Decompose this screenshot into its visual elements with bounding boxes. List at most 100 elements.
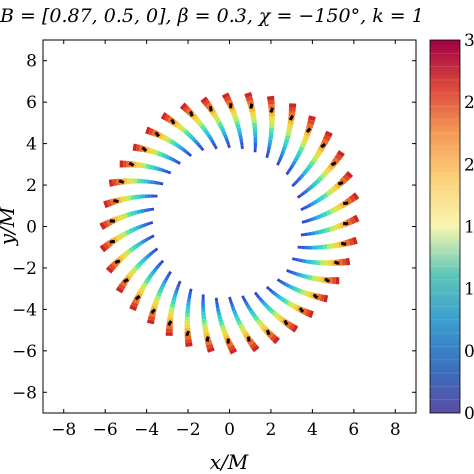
ray-segment xyxy=(352,236,358,245)
ray-segment xyxy=(286,127,293,133)
ray-segment xyxy=(309,160,316,167)
ray-segment xyxy=(306,123,314,130)
ray-segment xyxy=(142,222,147,228)
ray-segment xyxy=(131,244,138,251)
ray-segment xyxy=(294,179,300,185)
y-tick-label: −6 xyxy=(12,342,37,362)
ray-segment xyxy=(253,291,259,296)
ray-segment xyxy=(205,343,214,350)
ray-segment xyxy=(152,165,157,171)
ray-segment xyxy=(156,181,161,185)
ray-segment xyxy=(284,134,291,141)
ray-segment xyxy=(305,186,312,193)
ray-segment xyxy=(147,315,156,321)
ray-segment xyxy=(236,319,243,326)
plot-area: −8 −6 −4 −2 0 2 4 6 8 −8 −6 −4 −2 0 2 4 6 8 xyxy=(12,39,417,440)
ray-segment xyxy=(222,331,229,338)
ray-segment xyxy=(308,115,316,122)
ray-segment xyxy=(159,259,165,265)
ray-segment xyxy=(302,189,309,195)
ray-segment xyxy=(293,156,299,163)
ray-segment xyxy=(266,150,271,155)
ray-segment xyxy=(186,298,191,303)
ray-segment xyxy=(137,240,143,247)
ray-segment xyxy=(266,146,271,151)
ray-marker xyxy=(337,181,344,186)
ray-segment xyxy=(255,294,261,299)
ray-segment xyxy=(230,109,237,116)
ray-segment xyxy=(313,153,321,160)
ray-segment xyxy=(162,279,168,285)
colorbar-tick-label: 0 xyxy=(464,342,474,362)
ray-segment xyxy=(286,269,291,273)
ray-2 xyxy=(296,150,345,199)
ray-segment xyxy=(247,307,253,313)
ray-marker xyxy=(154,131,161,138)
ray-marker xyxy=(324,277,330,283)
colorbar-tick-label: 2 xyxy=(464,155,474,175)
ray-32 xyxy=(286,269,340,285)
ray-segment xyxy=(220,328,228,334)
ray-segment xyxy=(313,199,319,205)
ray-segment xyxy=(317,145,325,153)
ray-segment xyxy=(292,271,297,276)
ray-segment xyxy=(192,115,200,123)
ray-segment xyxy=(349,216,356,225)
ray-segment xyxy=(227,344,236,352)
ray-segment xyxy=(290,285,296,291)
ray-segment xyxy=(174,159,179,164)
ray-segment xyxy=(187,152,193,158)
ray-segment xyxy=(286,300,293,307)
ray-segment xyxy=(249,310,255,316)
colorbar-ticks: 0 0 1 1 2 2 3 xyxy=(430,31,474,424)
ray-marker xyxy=(246,336,251,342)
ray-segment xyxy=(208,136,214,141)
ray-segment xyxy=(143,237,149,243)
ray-8 xyxy=(221,92,244,150)
ray-segment xyxy=(153,247,159,252)
ray-segment xyxy=(150,270,156,276)
ray-segment xyxy=(161,168,166,173)
x-axis-label: x/M xyxy=(210,450,249,474)
ray-segment xyxy=(283,138,290,144)
ray-segment xyxy=(115,286,124,294)
ray-segment xyxy=(285,131,292,137)
ray-segment xyxy=(122,251,129,258)
ray-segment xyxy=(257,296,263,302)
ray-segment xyxy=(132,226,138,232)
ray-segment xyxy=(311,181,318,188)
ray-segment xyxy=(162,153,168,159)
ray-segment xyxy=(139,258,146,265)
ray-segment xyxy=(138,224,144,229)
ray-segment xyxy=(291,257,297,261)
ray-segment xyxy=(280,150,286,156)
ray-segment xyxy=(231,306,236,312)
ray-segment xyxy=(159,182,164,186)
x-tick-label: −4 xyxy=(134,420,159,440)
ray-segment xyxy=(197,144,203,149)
ray-segment xyxy=(164,169,169,174)
ray-31 xyxy=(276,278,329,303)
ray-segment xyxy=(215,118,222,124)
ray-segment xyxy=(319,213,325,219)
ray-segment xyxy=(325,209,332,216)
ray-segment xyxy=(148,251,153,257)
ray-segment xyxy=(316,196,322,203)
ray-segment xyxy=(333,242,339,249)
ray-segment xyxy=(182,148,188,154)
ray-12 xyxy=(145,126,193,158)
ray-segment xyxy=(270,289,276,295)
rays-group xyxy=(99,92,360,355)
ray-marker xyxy=(249,103,254,109)
ray-segment xyxy=(301,220,307,224)
colorbar-gradient xyxy=(429,39,461,414)
ray-segment xyxy=(175,122,182,129)
ray-marker xyxy=(340,241,347,246)
ray-segment xyxy=(171,157,176,163)
ray-segment xyxy=(322,169,330,177)
ray-segment xyxy=(289,163,295,169)
ray-segment xyxy=(319,294,325,302)
ray-segment xyxy=(224,137,229,142)
ray-segment xyxy=(129,304,138,312)
